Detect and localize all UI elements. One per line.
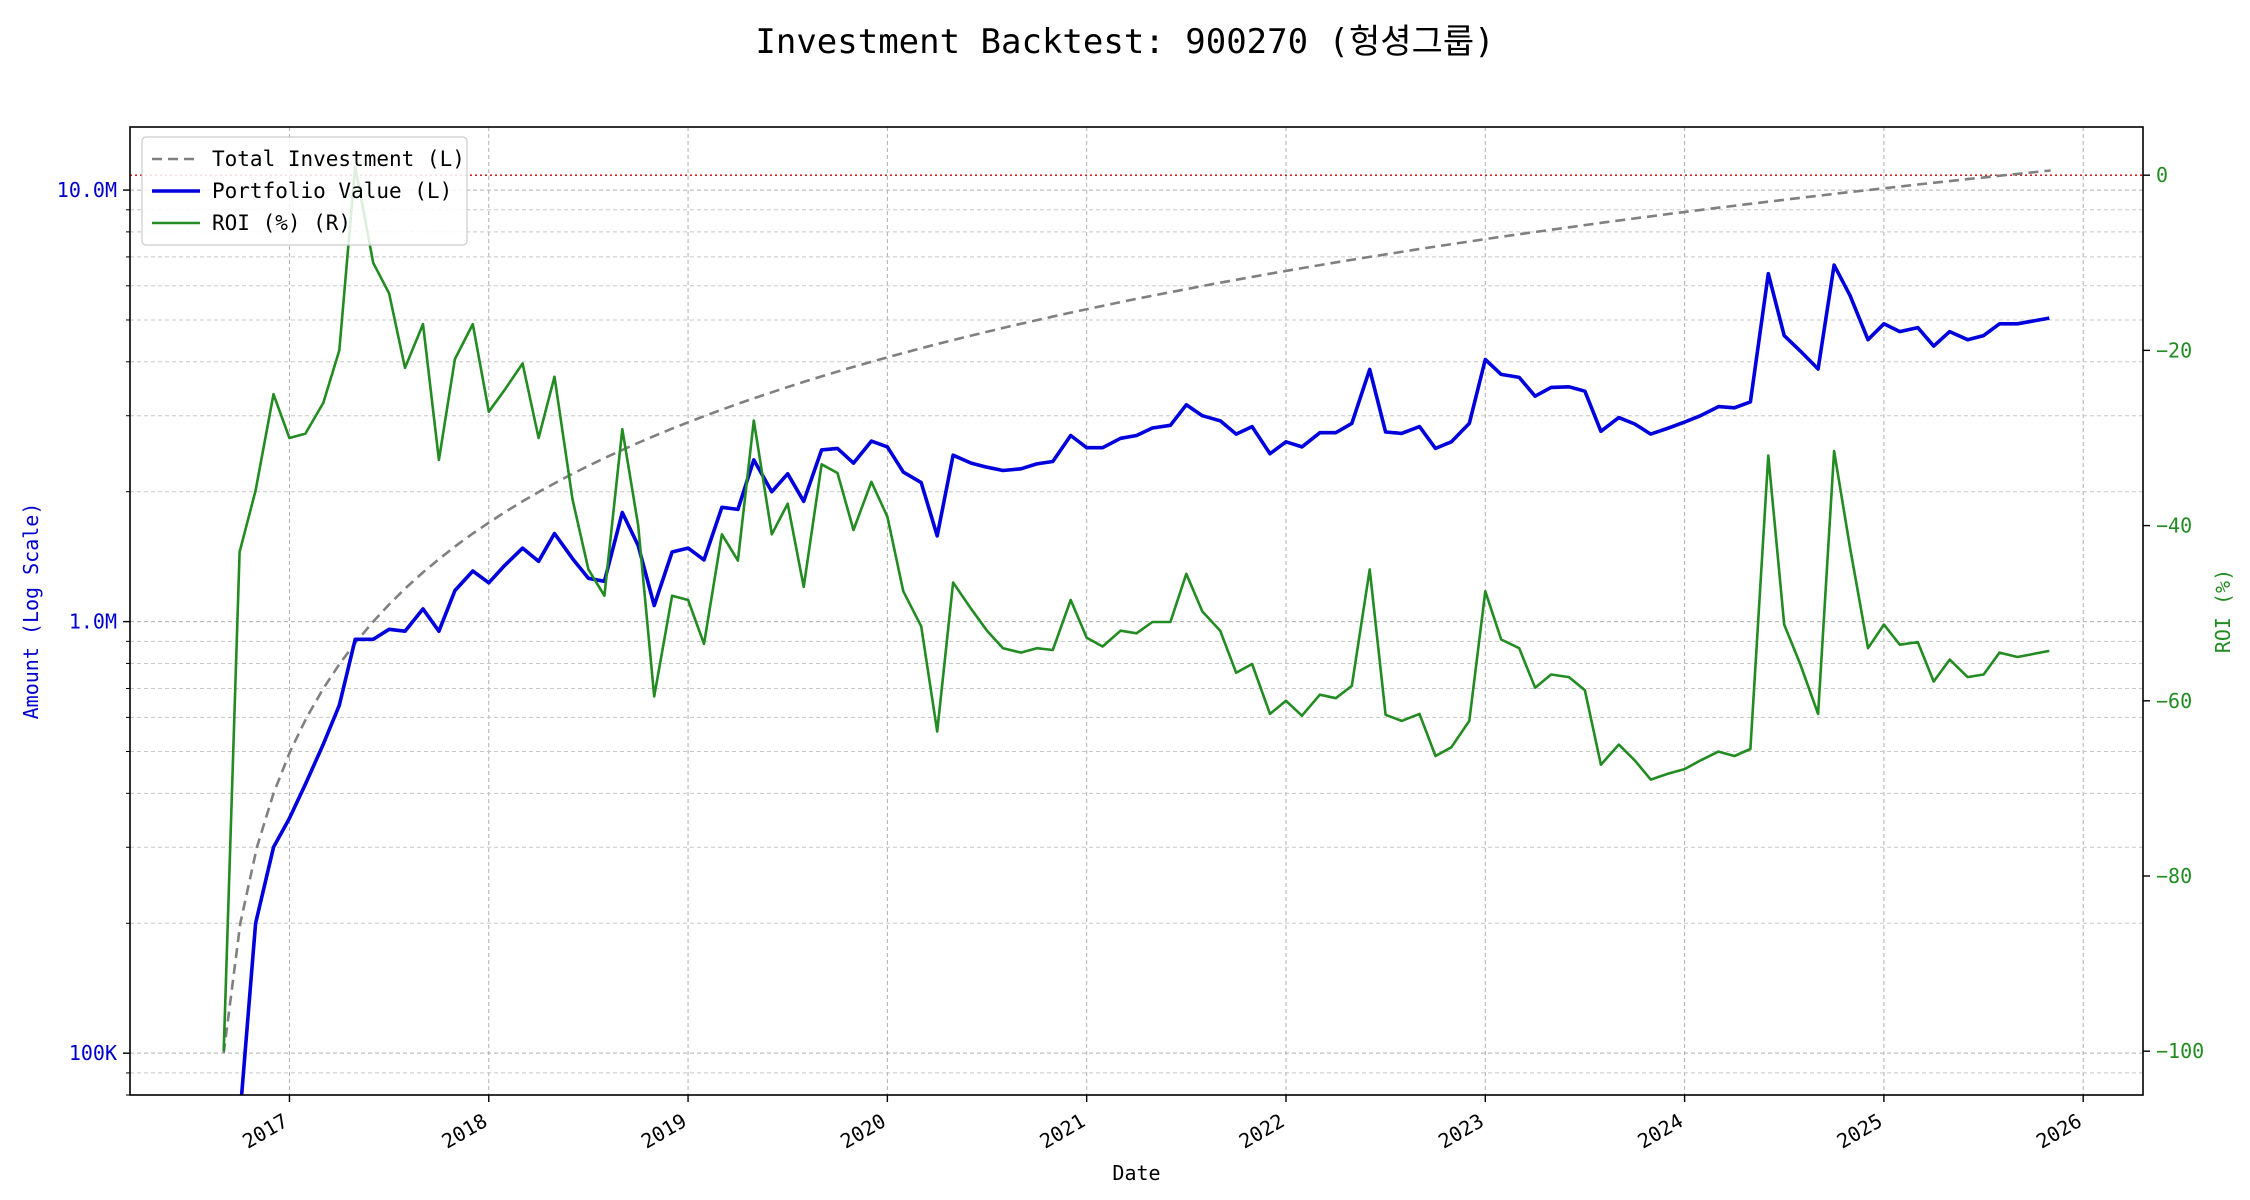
legend-box (141, 136, 468, 246)
x-tick-label: 2025 (1833, 1109, 1887, 1154)
x-tick-label: 2021 (1035, 1109, 1089, 1154)
right-tick-label: 0 (2156, 163, 2168, 187)
right-tick-label: −20 (2156, 338, 2192, 362)
chart-title: Investment Backtest: 900270 (헝셩그룹) (755, 22, 1495, 62)
portfolio-value-l-line (239, 263, 2050, 1095)
left-axis-label: Amount (Log Scale) (19, 503, 43, 720)
right-tick-label: −40 (2156, 514, 2192, 538)
x-tick-label: 2017 (238, 1109, 292, 1154)
right-axis-label: ROI (%) (2211, 569, 2235, 653)
x-tick-label: 2022 (1235, 1109, 1289, 1154)
right-tick-label: −80 (2156, 864, 2192, 888)
x-tick-label: 2023 (1434, 1109, 1488, 1154)
x-axis-label: Date (1112, 1161, 1160, 1185)
roi-r-line (222, 165, 2050, 1052)
legend-label: ROI (%) (R) (212, 211, 351, 235)
legend-label: Total Investment (L) (212, 147, 465, 171)
grid-lines (130, 127, 2143, 1096)
legend: Total Investment (L) Portfolio Value (L) R… (141, 136, 468, 246)
x-tick-label: 2024 (1633, 1109, 1687, 1154)
left-axis-ticks: 100K 1.0M 10.0M (57, 178, 130, 1096)
right-tick-label: −60 (2156, 689, 2192, 713)
x-tick-label: 2020 (836, 1109, 890, 1154)
x-tick-label: 2019 (637, 1109, 691, 1154)
legend-label: Portfolio Value (L) (212, 179, 452, 203)
x-tick-label: 2026 (2032, 1109, 2086, 1154)
right-axis-ticks: 0 −20 −40 −60 −80 −100 (2143, 163, 2204, 1063)
left-tick-label: 1.0M (69, 610, 117, 634)
right-tick-label: −100 (2156, 1039, 2204, 1063)
plot-frame (129, 126, 2144, 1096)
plot-series (130, 165, 2143, 1095)
x-axis-ticks: 2017 2018 2019 2020 2021 2022 2023 2024 2025 2026 (238, 1095, 2086, 1154)
x-tick-label: 2018 (438, 1109, 492, 1154)
left-tick-label: 100K (69, 1041, 117, 1065)
total-investment-l-line (222, 169, 2051, 1054)
left-tick-label: 10.0M (57, 178, 117, 202)
